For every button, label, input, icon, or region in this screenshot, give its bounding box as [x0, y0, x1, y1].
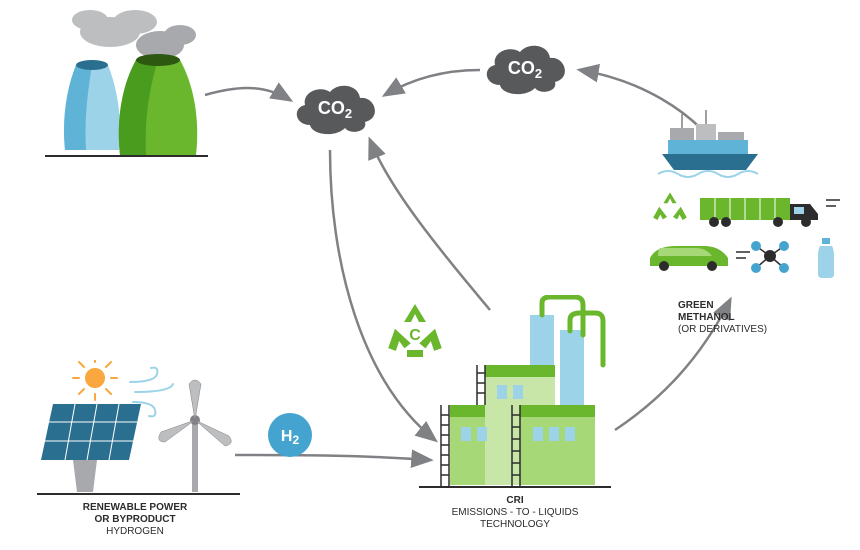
co2-left-text: CO	[318, 98, 345, 118]
co2-cloud-left: CO2	[290, 80, 380, 135]
renewables-icon	[35, 360, 245, 520]
products-icon	[640, 110, 850, 330]
power-plant-icon	[40, 10, 210, 160]
arrow-co2-top-to-co2-left	[385, 70, 480, 95]
arrow-cri-to-co2-left	[370, 140, 490, 310]
arrow-plant-to-co2-left	[205, 88, 290, 100]
renewables-label: RENEWABLE POWER OR BYPRODUCT HYDROGEN	[45, 502, 225, 538]
h2-bubble: H2	[268, 413, 312, 457]
arrow-renewables-to-cri	[235, 455, 430, 460]
co2-top-text: CO	[508, 58, 535, 78]
cri-label: CRI EMISSIONS - TO - LIQUIDS TECHNOLOGY	[430, 495, 600, 531]
green-methanol-label: GREEN METHANOL (OR DERIVATIVES)	[678, 300, 828, 336]
cri-plant-icon	[415, 295, 615, 515]
co2-cloud-top: CO2	[480, 40, 570, 95]
